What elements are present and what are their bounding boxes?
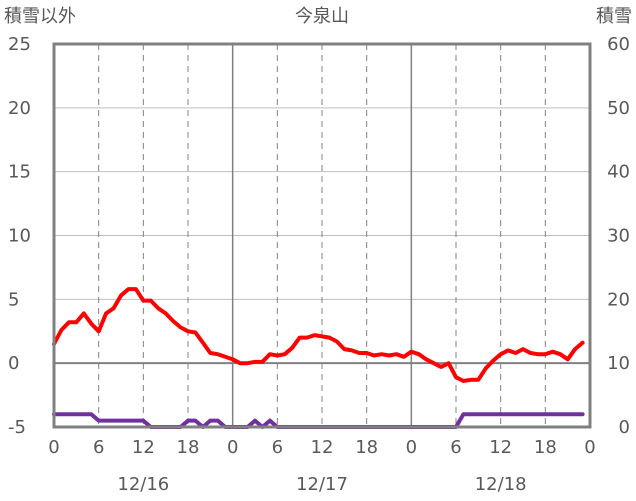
x-tick-label: 18: [534, 437, 557, 458]
left-y-tick-label: -5: [8, 417, 26, 438]
right-y-tick-label: 0: [619, 417, 630, 438]
gridlines: [54, 44, 590, 427]
right-y-tick-label: 40: [607, 162, 630, 183]
date-label: 12/17: [296, 474, 348, 495]
x-tick-label: 18: [355, 437, 378, 458]
date-label: 12/18: [475, 474, 527, 495]
right-y-tick-label: 20: [607, 289, 630, 310]
left-axis-label: 積雪以外: [4, 6, 76, 27]
left-y-tick-label: 0: [8, 353, 19, 374]
x-tick-label: 0: [227, 437, 238, 458]
x-tick-label: 6: [450, 437, 461, 458]
right-y-tick-label: 60: [607, 34, 630, 55]
x-tick-label: 12: [311, 437, 334, 458]
x-tick-label: 12: [489, 437, 512, 458]
left-y-tick-label: 5: [8, 289, 19, 310]
left-y-tick-label: 25: [8, 34, 31, 55]
left-y-tick-label: 15: [8, 162, 31, 183]
right-y-tick-label: 50: [607, 98, 630, 119]
x-tick-label: 6: [272, 437, 283, 458]
right-y-tick-label: 30: [607, 226, 630, 247]
left-y-tick-label: 20: [8, 98, 31, 119]
plot-frame: [52, 42, 592, 429]
x-tick-label: 0: [406, 437, 417, 458]
right-y-tick-label: 10: [607, 353, 630, 374]
x-tick-label: 0: [48, 437, 59, 458]
chart-title: 今泉山: [295, 6, 349, 27]
temperature-line: [52, 287, 585, 383]
x-tick-label: 12: [132, 437, 155, 458]
x-tick-label: 6: [93, 437, 104, 458]
left-y-tick-label: 10: [8, 226, 31, 247]
x-tick-label: 0: [584, 437, 595, 458]
x-tick-label: 18: [177, 437, 200, 458]
date-label: 12/16: [117, 474, 169, 495]
right-axis-label: 積雪: [596, 6, 632, 27]
